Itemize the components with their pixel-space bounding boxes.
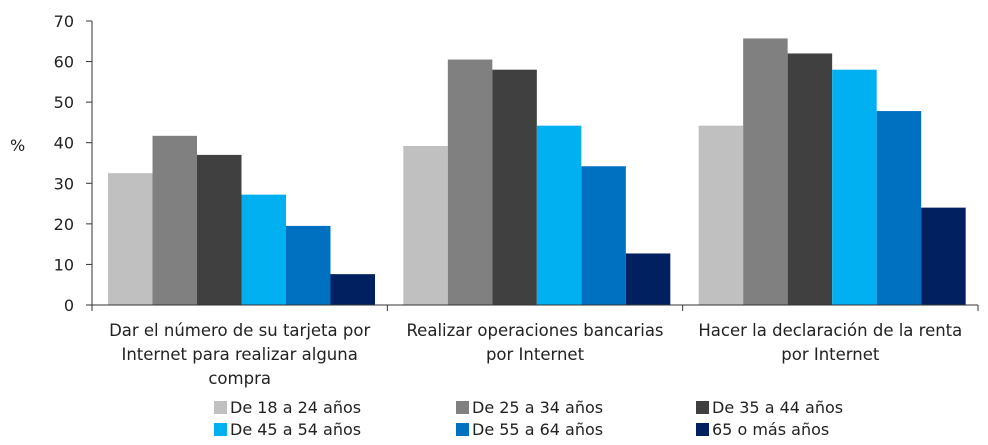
legend-swatch [696, 401, 709, 414]
legend-swatch [456, 423, 469, 436]
bar [743, 38, 788, 306]
y-tick-label: 70 [54, 12, 74, 31]
legend-label: De 18 a 24 años [230, 398, 361, 417]
legend-label: De 25 a 34 años [472, 398, 603, 417]
category-label: Internet para realizar alguna [121, 345, 357, 364]
y-tick-label: 60 [54, 53, 74, 72]
bar [536, 125, 582, 305]
category-label: Hacer la declaración de la renta [698, 321, 962, 340]
bar [108, 173, 153, 305]
bar [447, 59, 493, 305]
y-tick-label: 20 [54, 215, 74, 234]
bar [832, 69, 877, 305]
legend-swatch [214, 423, 227, 436]
category-label: Realizar operaciones bancarias [406, 321, 663, 340]
bar [625, 253, 671, 305]
legend-label: 65 o más años [712, 420, 829, 439]
category-label: por Internet [781, 345, 880, 364]
bar [876, 111, 922, 305]
category-label: compra [208, 369, 271, 388]
legend-swatch [214, 401, 227, 414]
legend-swatch [456, 401, 469, 414]
y-tick-label: 30 [54, 174, 74, 193]
bar [698, 125, 744, 305]
bar [152, 135, 197, 305]
legend-label: De 45 a 54 años [230, 420, 361, 439]
bar [403, 145, 448, 305]
category-label: Dar el número de su tarjeta por [109, 321, 370, 340]
bar [286, 225, 331, 305]
bar [330, 274, 375, 305]
bar [921, 207, 966, 305]
bar [492, 69, 537, 305]
bar [197, 154, 242, 305]
y-tick-label: 50 [54, 93, 74, 112]
bar [241, 194, 286, 305]
legend-label: De 55 a 64 años [472, 420, 603, 439]
bar [787, 53, 833, 306]
legend-swatch [696, 423, 709, 436]
y-tick-label: 0 [64, 296, 74, 315]
y-tick-label: 10 [54, 255, 74, 274]
y-tick-label: 40 [54, 134, 74, 153]
category-label: por Internet [486, 345, 585, 364]
legend-label: De 35 a 44 años [712, 398, 843, 417]
y-axis-label: % [10, 136, 25, 155]
bar [581, 166, 626, 305]
